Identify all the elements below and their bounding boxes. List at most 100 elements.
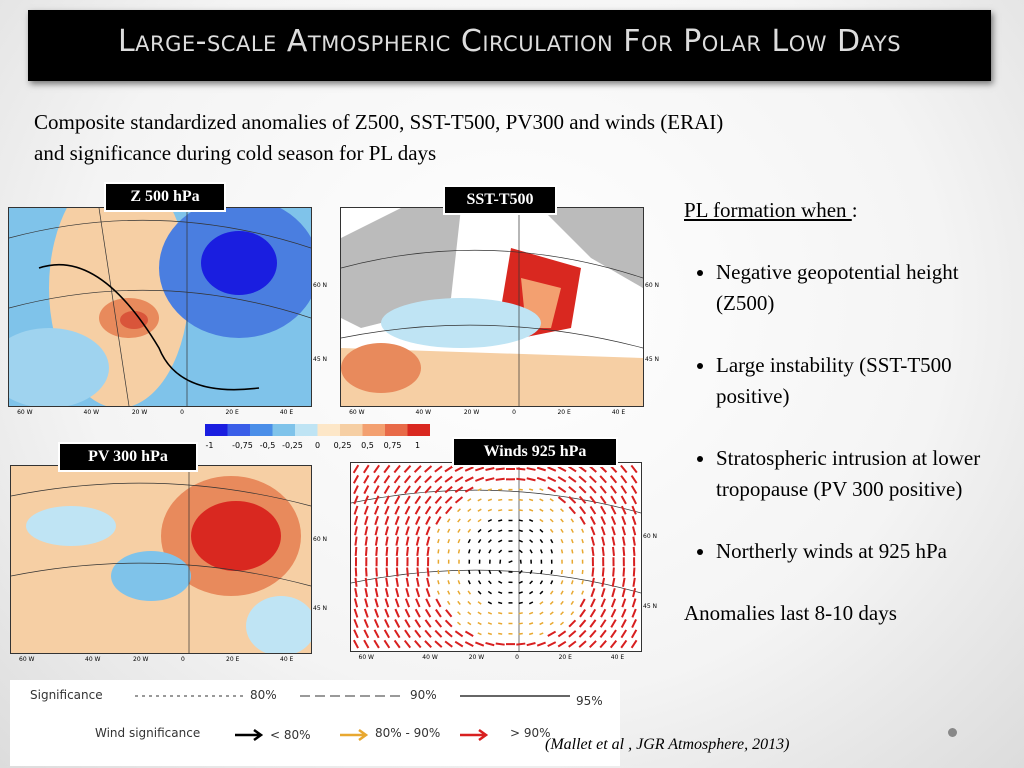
colorbar-swatch bbox=[340, 424, 363, 436]
wind-arrow bbox=[600, 598, 606, 608]
wind-arrow bbox=[477, 580, 482, 585]
wind-arrow bbox=[385, 546, 389, 556]
wind-arrow bbox=[621, 536, 626, 546]
citation: (Mallet et al , JGR Atmosphere, 2013) bbox=[545, 736, 790, 753]
wind-arrow bbox=[570, 528, 574, 533]
colorbar-label: -0,25 bbox=[282, 441, 303, 450]
title-bar: Large-scale Atmospheric Circulation For … bbox=[28, 10, 991, 81]
wind-arrow bbox=[444, 465, 454, 473]
wind-arrow bbox=[549, 498, 554, 502]
wind-arrow bbox=[620, 475, 628, 484]
legend-level: > 90% bbox=[510, 726, 551, 740]
lon-label: 60 W bbox=[19, 656, 35, 663]
wind-arrow bbox=[385, 567, 389, 577]
wind-arrow bbox=[581, 538, 584, 544]
wind-arrow bbox=[495, 467, 505, 471]
wind-arrow bbox=[394, 598, 400, 608]
wind-arrow bbox=[374, 587, 379, 598]
wind-arrow bbox=[539, 518, 544, 523]
wind-arrow bbox=[446, 518, 451, 523]
wind-arrow bbox=[434, 485, 443, 494]
wind-arrow bbox=[487, 488, 493, 491]
wind-arrow bbox=[529, 590, 534, 595]
wind-arrow bbox=[447, 569, 450, 575]
wind-arrow bbox=[571, 549, 574, 554]
wind-arrow bbox=[610, 619, 617, 628]
wind-arrow bbox=[477, 508, 482, 512]
map-label: Winds 925 hPa bbox=[452, 437, 618, 467]
wind-arrow bbox=[508, 560, 513, 564]
wind-arrow bbox=[457, 508, 461, 513]
wind-arrow bbox=[403, 639, 412, 649]
wind-arrow bbox=[487, 632, 493, 636]
colorbar-label: 0,75 bbox=[384, 441, 402, 450]
wind-arrow bbox=[498, 622, 503, 625]
wind-arrow bbox=[578, 495, 587, 504]
wind-arrow bbox=[454, 496, 464, 504]
wind-arrow bbox=[373, 485, 380, 495]
wind-arrow bbox=[404, 619, 411, 628]
wind-arrow bbox=[424, 495, 432, 505]
wind-arrow bbox=[467, 590, 472, 595]
wind-arrow bbox=[498, 632, 503, 635]
wind-arrow bbox=[590, 526, 596, 536]
wind-arrow bbox=[631, 608, 637, 618]
map-field bbox=[11, 466, 311, 653]
wind-arrow bbox=[528, 622, 534, 625]
wind-arrow bbox=[467, 611, 472, 616]
wind-arrow bbox=[560, 528, 564, 533]
wind-arrow bbox=[590, 536, 596, 546]
wind-arrow bbox=[529, 539, 534, 544]
wind-arrow bbox=[550, 569, 553, 575]
wind-arrow bbox=[444, 485, 453, 494]
wind-arrow bbox=[518, 488, 523, 491]
map-label: Z 500 hPa bbox=[104, 182, 226, 212]
wind-arrow bbox=[403, 464, 412, 474]
wind-arrow bbox=[395, 577, 399, 587]
wind-arrow bbox=[557, 465, 567, 473]
wind-arrow bbox=[457, 590, 461, 595]
lon-label: 60 W bbox=[349, 409, 365, 416]
wind-arrow bbox=[383, 464, 391, 474]
wind-arrow bbox=[557, 496, 567, 504]
wind-arrow bbox=[518, 519, 523, 522]
wind-arrow bbox=[609, 475, 618, 484]
bullet-heading: PL formation when : bbox=[684, 195, 1014, 226]
wind-arrow bbox=[414, 475, 422, 484]
wind-arrow bbox=[622, 577, 626, 587]
wind-arrow bbox=[599, 475, 607, 484]
map-field bbox=[9, 208, 311, 406]
wind-arrow bbox=[529, 549, 533, 554]
wind-arrow bbox=[415, 577, 420, 587]
wind-arrow bbox=[518, 498, 523, 501]
wind-arrow bbox=[589, 505, 597, 515]
wind-arrow bbox=[413, 465, 422, 473]
wind-arrow bbox=[518, 580, 523, 584]
wind-arrow bbox=[464, 641, 474, 648]
wind-arrow bbox=[464, 486, 474, 493]
wind-arrow bbox=[600, 526, 606, 536]
wind-arrow bbox=[632, 567, 636, 577]
wind-arrow bbox=[516, 467, 526, 471]
wind-arrow bbox=[383, 639, 391, 649]
wind-arrow bbox=[393, 464, 401, 474]
wind-arrow bbox=[599, 629, 607, 638]
map-label: SST-T500 bbox=[443, 185, 557, 215]
wind-arrow bbox=[620, 619, 627, 628]
wind-arrow bbox=[373, 618, 380, 629]
wind-arrow bbox=[424, 629, 432, 638]
wind-arrow bbox=[611, 587, 616, 598]
wind-arrow bbox=[547, 641, 557, 648]
lat-label: 60 N bbox=[645, 282, 660, 290]
colorbar-swatch bbox=[385, 424, 408, 436]
wind-arrow bbox=[437, 580, 440, 585]
wind-arrow bbox=[405, 526, 410, 536]
wind-arrow bbox=[581, 528, 585, 533]
lon-label: 40 W bbox=[422, 654, 438, 661]
wind-arrow bbox=[591, 546, 595, 556]
wind-arrow bbox=[373, 629, 380, 639]
lon-label: 20 E bbox=[558, 654, 572, 661]
wind-arrow bbox=[445, 506, 453, 515]
wind-arrow bbox=[539, 539, 544, 544]
wind-arrow bbox=[364, 536, 368, 546]
